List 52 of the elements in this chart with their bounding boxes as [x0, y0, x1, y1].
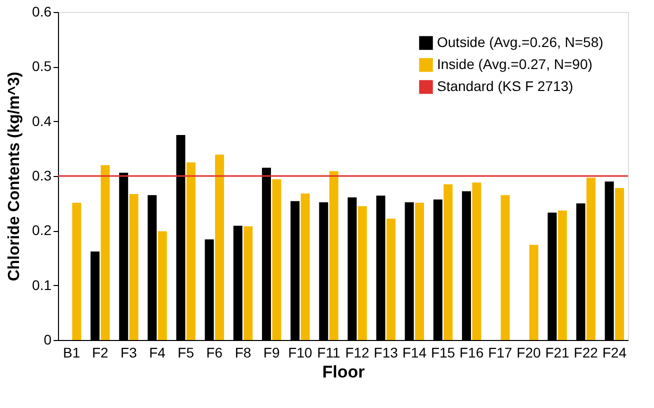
bar: [158, 231, 167, 340]
x-tick-label: F5: [178, 344, 194, 360]
bar: [72, 202, 82, 340]
x-tick-label: F4: [149, 344, 166, 360]
legend-label: Standard (KS F 2713): [437, 78, 574, 94]
x-tick-label: F17: [488, 344, 512, 360]
x-tick-label: F15: [430, 344, 456, 360]
y-tick-label: 0: [44, 332, 52, 348]
y-tick-label: 0.1: [32, 276, 52, 293]
x-tick-label: F20: [516, 344, 541, 360]
x-tick-label: F2: [92, 344, 109, 360]
x-tick-label: F10: [288, 344, 312, 360]
bar: [472, 182, 482, 340]
x-tick-label: F21: [545, 344, 570, 360]
legend-label: Outside (Avg.=0.26, N=58): [437, 34, 604, 50]
y-tick-label: 0.2: [32, 222, 52, 238]
y-tick-label: 0.5: [32, 58, 52, 74]
y-tick-label: 0.6: [32, 4, 52, 20]
bar: [500, 195, 510, 340]
x-tick-label: F14: [402, 344, 427, 360]
x-tick-label: F6: [206, 344, 223, 360]
y-axis-title: Chloride Contents (kg/m^3): [6, 72, 24, 282]
x-tick-label: F24: [602, 344, 627, 360]
bar: [615, 188, 624, 340]
x-tick-label: B1: [63, 344, 80, 360]
x-tick-label: F12: [345, 344, 370, 360]
bar: [300, 193, 310, 340]
x-tick-label: F9: [263, 344, 280, 360]
legend-label: Inside (Avg.=0.27, N=90): [437, 56, 592, 72]
bar: [272, 179, 282, 340]
bar: [558, 210, 567, 340]
bar: [358, 206, 367, 340]
bar: [244, 226, 253, 340]
x-axis-title: Floor: [322, 362, 366, 382]
bar: [215, 154, 224, 340]
x-tick-label: F8: [234, 344, 252, 360]
bar: [186, 162, 196, 340]
bar: [386, 218, 396, 340]
bar: [329, 171, 338, 340]
bar: [586, 178, 596, 340]
bar: [529, 244, 538, 340]
x-tick-label: F22: [574, 344, 598, 360]
bar: [415, 202, 424, 340]
bar: [444, 184, 453, 340]
y-tick-label: 0.3: [32, 168, 52, 184]
bar: [100, 165, 110, 340]
x-tick-label: F3: [120, 344, 138, 360]
y-tick-label: 0.4: [32, 112, 52, 129]
bar: [129, 194, 138, 340]
x-tick-label: F16: [460, 344, 484, 360]
x-tick-label: F13: [374, 344, 398, 360]
x-tick-label: F11: [317, 344, 340, 360]
